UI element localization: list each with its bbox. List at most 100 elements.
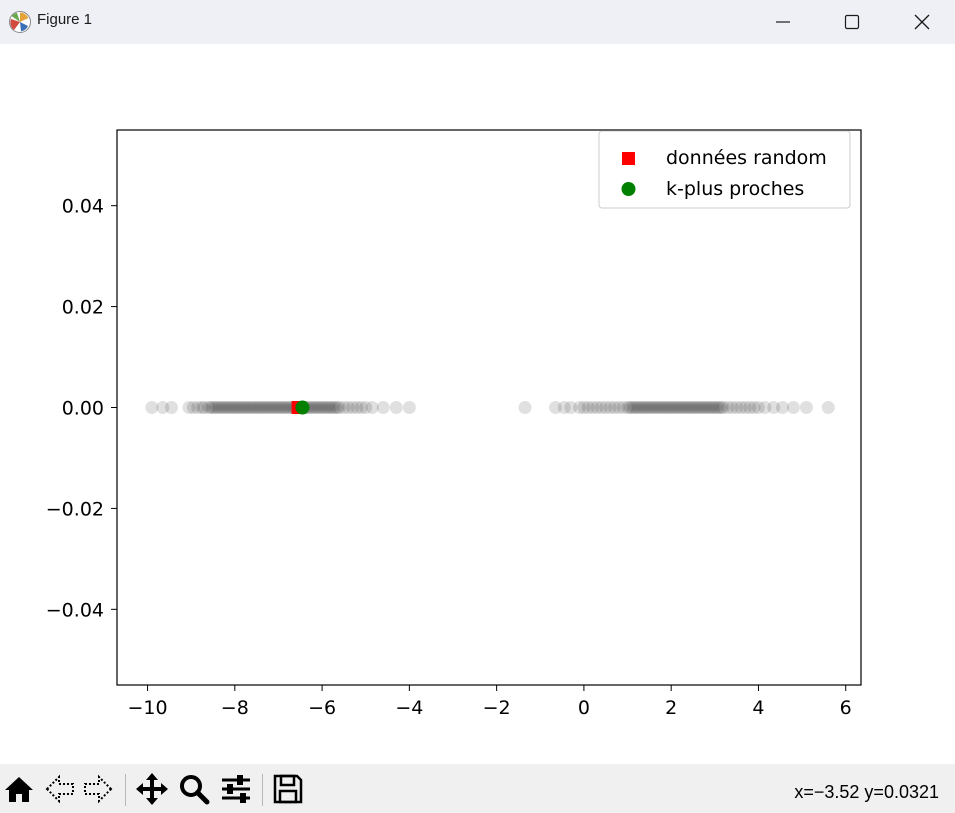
- data-point: [649, 401, 663, 414]
- data-point: [197, 401, 211, 414]
- data-point: [359, 401, 373, 414]
- data-point: [319, 401, 333, 414]
- x-tick-label: −10: [127, 697, 167, 719]
- configure-subplots-button[interactable]: [218, 771, 254, 807]
- data-point: [767, 401, 781, 414]
- data-point: [679, 401, 693, 414]
- data-point: [758, 401, 772, 414]
- data-point: [341, 401, 355, 414]
- data-point: [354, 401, 368, 414]
- data-point: [627, 401, 641, 414]
- data-point: [186, 401, 200, 414]
- home-button[interactable]: [1, 771, 37, 807]
- y-tick-label: −0.02: [46, 498, 104, 520]
- data-point: [642, 401, 656, 414]
- pan-button[interactable]: [134, 771, 170, 807]
- data-point: [673, 401, 687, 414]
- data-point: [324, 401, 338, 414]
- data-point: [263, 401, 277, 414]
- data-point: [306, 401, 320, 414]
- data-point: [675, 401, 689, 414]
- data-point: [651, 401, 665, 414]
- data-point: [573, 401, 587, 414]
- data-point: [317, 401, 331, 414]
- data-point: [247, 401, 261, 414]
- x-tick-label: −6: [308, 697, 336, 719]
- x-tick-label: 6: [840, 697, 852, 719]
- window-titlebar: Figure 1: [0, 0, 955, 44]
- data-point: [346, 401, 360, 414]
- forward-button[interactable]: [80, 771, 116, 807]
- close-icon: [914, 14, 930, 30]
- figure-canvas[interactable]: −10 −8 −6 −4 −2 0 2 4 6 0.04 0.02 0.00 −0.02 −0.04 d…: [0, 44, 955, 764]
- legend: données random k-plus proches: [598, 130, 851, 209]
- data-point: [717, 401, 731, 414]
- data-point: [730, 401, 744, 414]
- x-tick-label: 2: [665, 697, 677, 719]
- data-point: [230, 401, 244, 414]
- data-point: [156, 401, 170, 414]
- data-point: [221, 401, 235, 414]
- data-point: [712, 401, 726, 414]
- legend-label-k-plus-proches: k-plus proches: [666, 178, 804, 200]
- data-point: [677, 401, 691, 414]
- data-point: [278, 401, 292, 414]
- data-point: [710, 401, 724, 414]
- y-axis: 0.04 0.02 0.00 −0.02 −0.04: [46, 196, 117, 621]
- y-tick-label: 0.02: [62, 297, 104, 319]
- data-point: [684, 401, 698, 414]
- data-point: [274, 401, 288, 414]
- data-point: [223, 401, 237, 414]
- maximize-button[interactable]: [817, 0, 887, 44]
- legend-marker-donnees-random: [622, 152, 635, 165]
- y-tick-label: 0.00: [62, 398, 104, 420]
- minimize-button[interactable]: [748, 0, 818, 44]
- data-point: [699, 401, 713, 414]
- data-point: [725, 401, 739, 414]
- forward-icon: [84, 774, 113, 804]
- back-icon: [45, 774, 74, 804]
- save-button[interactable]: [270, 771, 306, 807]
- data-point: [215, 401, 229, 414]
- data-point: [638, 401, 652, 414]
- configure-subplots-icon: [222, 775, 250, 803]
- data-point: [660, 401, 674, 414]
- data-point: [629, 401, 643, 414]
- data-point: [799, 401, 813, 414]
- data-point: [658, 401, 672, 414]
- data-point: [191, 401, 205, 414]
- data-point: [267, 401, 281, 414]
- data-point: [365, 401, 379, 414]
- back-button[interactable]: [42, 771, 78, 807]
- data-point: [706, 401, 720, 414]
- legend-box: [598, 130, 851, 209]
- x-tick-label: 0: [578, 697, 590, 719]
- series-point-1: [295, 400, 310, 415]
- data-point: [330, 401, 344, 414]
- data-point: [634, 401, 648, 414]
- data-point: [603, 401, 617, 414]
- data-point: [738, 401, 752, 414]
- data-point: [662, 401, 676, 414]
- close-button[interactable]: [887, 0, 955, 44]
- data-point: [226, 401, 240, 414]
- legend-marker-k-plus-proches: [621, 182, 636, 196]
- data-point: [631, 401, 645, 414]
- data-point: [254, 401, 268, 414]
- data-point: [165, 401, 179, 414]
- toolbar-separator: [125, 774, 126, 806]
- data-point: [653, 401, 667, 414]
- zoom-button[interactable]: [176, 771, 212, 807]
- minimize-icon: [776, 21, 790, 23]
- data-point: [688, 401, 702, 414]
- data-point: [701, 401, 715, 414]
- data-point: [213, 401, 227, 414]
- data-point: [645, 401, 659, 414]
- data-point: [322, 401, 336, 414]
- matplotlib-icon: [9, 11, 31, 33]
- data-point: [666, 401, 680, 414]
- data-point: [208, 401, 222, 414]
- data-point: [206, 401, 220, 414]
- data-point: [145, 401, 159, 414]
- series-points: [291, 400, 310, 415]
